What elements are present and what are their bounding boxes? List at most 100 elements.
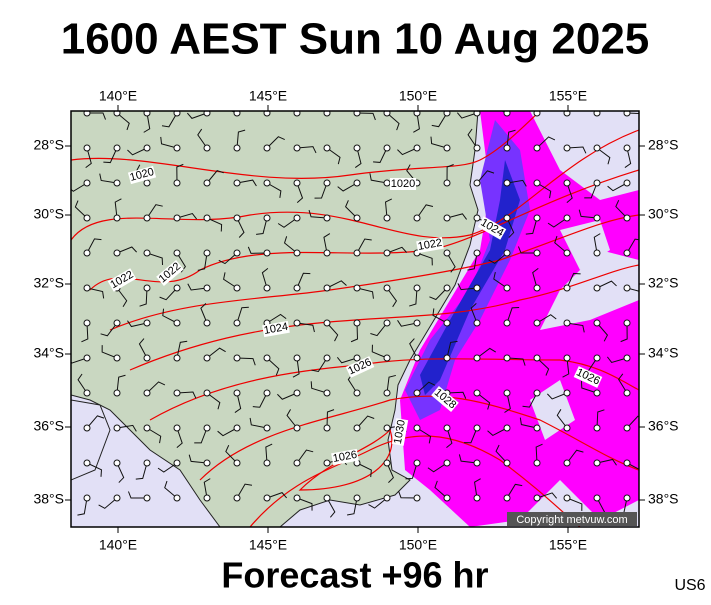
station	[563, 249, 571, 257]
station	[473, 494, 481, 502]
station	[473, 111, 481, 117]
station	[173, 284, 181, 292]
barb	[617, 373, 628, 394]
barb	[398, 490, 418, 499]
station	[533, 284, 541, 292]
station	[563, 214, 571, 222]
barb	[506, 357, 526, 366]
lat-label: 34°S	[648, 345, 679, 361]
barb	[247, 246, 268, 254]
station	[623, 424, 631, 432]
station	[233, 284, 241, 292]
barb	[223, 272, 238, 289]
barb	[86, 415, 105, 429]
station	[353, 494, 361, 502]
station	[83, 284, 91, 292]
barb	[517, 246, 538, 254]
barb	[416, 427, 432, 444]
barb	[176, 163, 184, 184]
barb	[308, 209, 328, 219]
station	[623, 459, 631, 467]
station	[563, 494, 571, 502]
barb	[430, 136, 448, 149]
barb	[624, 147, 632, 168]
barb	[427, 462, 448, 473]
barb	[336, 356, 358, 364]
station	[503, 319, 511, 327]
station	[503, 424, 511, 432]
station	[233, 179, 241, 187]
label-box	[345, 356, 375, 378]
barb	[467, 252, 478, 271]
station	[83, 179, 91, 187]
barb	[446, 391, 467, 399]
station	[203, 284, 211, 292]
barb	[135, 462, 148, 480]
station	[413, 424, 421, 432]
barb	[116, 424, 137, 432]
barb	[347, 497, 358, 516]
barb	[139, 287, 148, 307]
model-label: US6	[674, 577, 705, 594]
station	[413, 214, 421, 222]
station	[263, 284, 271, 292]
barb	[326, 322, 339, 342]
barb	[256, 217, 268, 235]
station	[533, 111, 541, 117]
station	[353, 179, 361, 187]
barb	[206, 217, 223, 232]
barb	[114, 198, 122, 219]
barb	[86, 462, 102, 477]
station	[203, 389, 211, 397]
lat-label: 30°S	[33, 206, 64, 222]
station	[233, 111, 241, 117]
station	[503, 459, 511, 467]
barb	[326, 147, 341, 165]
barb	[326, 280, 347, 289]
station	[443, 249, 451, 257]
barb	[369, 173, 388, 184]
copyright: Copyright metvuw.com	[516, 514, 627, 526]
station	[263, 459, 271, 467]
station	[263, 354, 271, 362]
barb	[626, 415, 639, 429]
station	[263, 144, 271, 152]
barb	[266, 313, 287, 324]
station	[203, 424, 211, 432]
barb	[203, 478, 211, 499]
barb	[626, 462, 639, 470]
station	[263, 424, 271, 432]
barb	[532, 267, 539, 289]
barb	[536, 492, 558, 499]
station	[233, 214, 241, 222]
station	[203, 111, 211, 117]
station	[473, 319, 481, 327]
barb	[547, 217, 568, 228]
barb	[596, 322, 609, 342]
barb	[146, 204, 163, 219]
barb	[100, 322, 118, 337]
station	[383, 284, 391, 292]
station	[533, 144, 541, 152]
barb	[566, 449, 584, 464]
lon-label: 145°E	[249, 88, 287, 104]
barb	[476, 170, 495, 184]
barb	[296, 182, 304, 204]
barb	[493, 272, 508, 289]
station	[293, 111, 301, 117]
station	[593, 179, 601, 187]
station	[473, 179, 481, 187]
station	[113, 179, 121, 187]
barb	[176, 212, 198, 220]
precip-magenta	[400, 111, 639, 527]
footer: Forecast +96 hr	[221, 555, 488, 596]
station	[413, 354, 421, 362]
station	[83, 389, 91, 397]
barb	[373, 147, 388, 163]
barb	[405, 462, 418, 480]
barb	[556, 409, 568, 429]
station	[233, 319, 241, 327]
station	[533, 179, 541, 187]
barb	[535, 111, 538, 114]
barb	[176, 340, 188, 359]
